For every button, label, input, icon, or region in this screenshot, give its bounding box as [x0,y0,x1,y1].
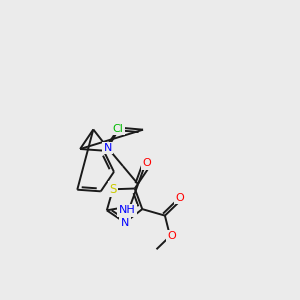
Text: O: O [176,193,184,203]
Text: Cl: Cl [112,124,123,134]
Text: N: N [103,143,112,153]
Text: O: O [142,158,151,168]
Text: NH: NH [119,205,136,215]
Text: S: S [109,183,117,196]
Text: O: O [168,231,176,241]
Text: N: N [121,218,129,228]
